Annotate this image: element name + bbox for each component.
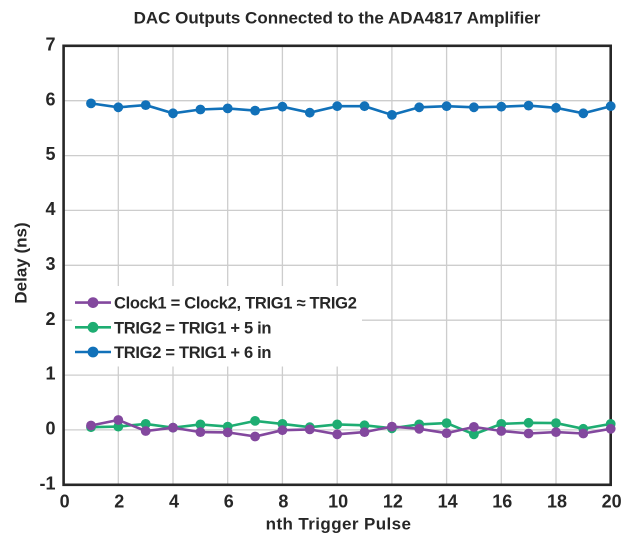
svg-text:5: 5 — [45, 144, 55, 164]
svg-text:1: 1 — [45, 364, 55, 384]
svg-text:7: 7 — [45, 34, 55, 54]
svg-text:2: 2 — [45, 309, 55, 329]
svg-text:4: 4 — [45, 199, 55, 219]
svg-text:12: 12 — [383, 492, 403, 512]
svg-text:0: 0 — [60, 492, 70, 512]
svg-text:18: 18 — [547, 492, 567, 512]
svg-text:14: 14 — [438, 492, 458, 512]
svg-text:20: 20 — [602, 492, 622, 512]
svg-text:Delay (ns): Delay (ns) — [12, 222, 31, 303]
svg-text:Clock1 = Clock2, TRIG1 ≈ TRIG2: Clock1 = Clock2, TRIG1 ≈ TRIG2 — [114, 295, 357, 313]
svg-text:0: 0 — [45, 419, 55, 439]
svg-text:3: 3 — [45, 254, 55, 274]
svg-text:2: 2 — [114, 492, 124, 512]
svg-text:DAC Outputs Connected to the A: DAC Outputs Connected to the ADA4817 Amp… — [134, 9, 541, 28]
svg-text:8: 8 — [278, 492, 288, 512]
svg-text:TRIG2 = TRIG1 + 6 in: TRIG2 = TRIG1 + 6 in — [114, 344, 271, 362]
svg-text:16: 16 — [492, 492, 512, 512]
svg-text:4: 4 — [169, 492, 179, 512]
svg-text:6: 6 — [45, 89, 55, 109]
svg-text:TRIG2 = TRIG1 + 5 in: TRIG2 = TRIG1 + 5 in — [114, 319, 271, 337]
svg-text:-1: -1 — [39, 473, 55, 493]
svg-text:nth Trigger Pulse: nth Trigger Pulse — [266, 515, 412, 534]
svg-text:6: 6 — [224, 492, 234, 512]
svg-text:10: 10 — [328, 492, 348, 512]
